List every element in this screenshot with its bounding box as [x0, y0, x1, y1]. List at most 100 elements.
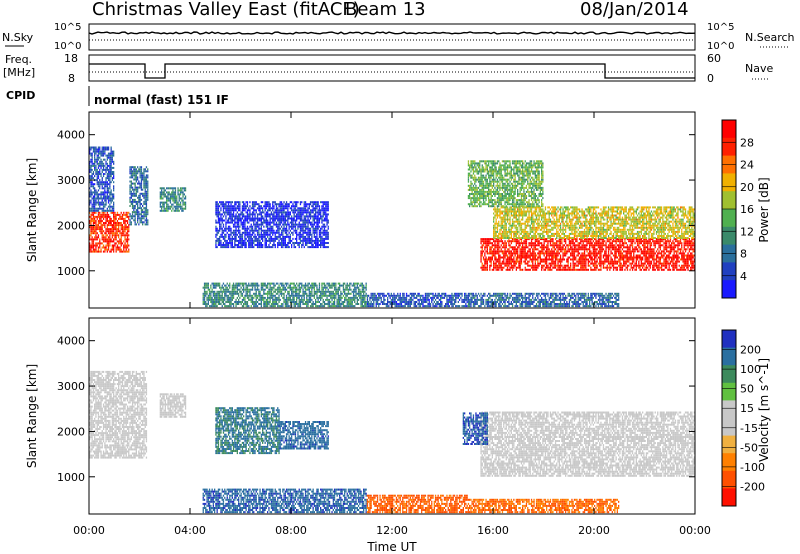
- data-cell: [498, 303, 500, 305]
- data-cell: [494, 301, 496, 303]
- data-cell: [283, 237, 285, 240]
- data-cell: [280, 213, 283, 216]
- data-cell: [144, 190, 146, 193]
- data-cell: [440, 301, 442, 303]
- data-cell: [255, 201, 257, 204]
- data-cell: [96, 193, 98, 196]
- data-cell: [249, 233, 251, 236]
- data-cell: [562, 296, 564, 299]
- data-cell: [282, 288, 284, 291]
- data-cell: [231, 244, 233, 246]
- data-cell: [107, 242, 110, 245]
- data-cell: [270, 227, 273, 230]
- data-cell: [284, 298, 286, 301]
- data-cell: [91, 211, 93, 214]
- data-cell: [219, 213, 221, 216]
- data-cell: [309, 231, 312, 234]
- data-cell: [111, 199, 113, 202]
- data-cell: [341, 303, 343, 305]
- data-cell: [302, 209, 304, 212]
- data-cell: [251, 288, 254, 291]
- data-cell: [239, 203, 241, 206]
- data-cell: [323, 246, 326, 249]
- data-cell: [294, 227, 297, 230]
- data-cell: [337, 294, 339, 297]
- data-cell: [138, 223, 140, 226]
- data-cell: [304, 207, 307, 210]
- data-cell: [129, 219, 131, 222]
- data-cell: [203, 286, 206, 289]
- data-cell: [249, 235, 251, 238]
- data-cell: [119, 250, 121, 253]
- data-cell: [346, 303, 348, 305]
- data-cell: [238, 213, 240, 216]
- data-cell: [296, 205, 298, 208]
- data-cell: [91, 205, 93, 208]
- data-cell: [544, 298, 547, 301]
- data-cell: [254, 223, 256, 226]
- data-cell: [96, 191, 98, 194]
- data-cell: [297, 215, 299, 218]
- data-cell: [111, 150, 113, 153]
- data-cell: [147, 209, 149, 212]
- data-cell: [311, 294, 313, 297]
- data-cell: [259, 246, 261, 249]
- data-cell: [301, 227, 303, 230]
- data-cell: [373, 305, 375, 308]
- data-cell: [275, 296, 278, 299]
- data-cell: [385, 305, 387, 308]
- data-cell: [282, 207, 284, 210]
- data-cell: [244, 223, 246, 226]
- data-cell: [120, 240, 122, 243]
- data-cell: [301, 282, 303, 285]
- data-cell: [349, 284, 351, 287]
- data-cell: [258, 231, 260, 234]
- data-cell: [370, 294, 372, 297]
- data-cell: [260, 237, 262, 240]
- data-cell: [243, 298, 245, 301]
- data-cell: [298, 209, 300, 212]
- data-cell: [226, 286, 228, 289]
- data-cell: [265, 284, 267, 287]
- data-cell: [220, 223, 222, 226]
- data-cell: [137, 178, 139, 181]
- data-cell: [260, 305, 262, 308]
- data-cell: [320, 235, 322, 238]
- data-cell: [96, 217, 98, 220]
- data-cell: [269, 233, 271, 236]
- data-cell: [283, 225, 285, 228]
- data-cell: [111, 236, 113, 239]
- data-cell: [92, 248, 95, 251]
- data-cell: [258, 233, 260, 236]
- data-cell: [321, 303, 323, 305]
- data-cell: [105, 217, 107, 220]
- data-cell: [379, 303, 381, 305]
- data-cell: [229, 227, 231, 230]
- data-cell: [95, 193, 97, 196]
- data-cell: [315, 225, 317, 228]
- data-cell: [429, 305, 432, 308]
- data-cell: [254, 219, 256, 222]
- data-cell: [440, 303, 442, 305]
- data-cell: [366, 298, 369, 301]
- data-cell: [130, 184, 132, 187]
- data-cell: [256, 239, 259, 242]
- data-cell: [236, 229, 238, 232]
- data-cell: [311, 239, 313, 242]
- data-cell: [249, 242, 251, 244]
- data-cell: [495, 305, 497, 308]
- data-cell: [130, 168, 132, 171]
- data-cell: [241, 284, 244, 287]
- data-cell: [559, 298, 562, 301]
- data-cell: [234, 201, 236, 204]
- data-cell: [320, 213, 322, 216]
- data-cell: [296, 282, 298, 285]
- data-cell: [238, 201, 240, 204]
- data-cell: [137, 170, 139, 173]
- data-cell: [167, 203, 169, 206]
- data-cell: [302, 239, 304, 242]
- data-cell: [284, 303, 286, 305]
- data-cell: [119, 222, 121, 224]
- data-cell: [515, 298, 517, 301]
- data-cell: [361, 301, 363, 303]
